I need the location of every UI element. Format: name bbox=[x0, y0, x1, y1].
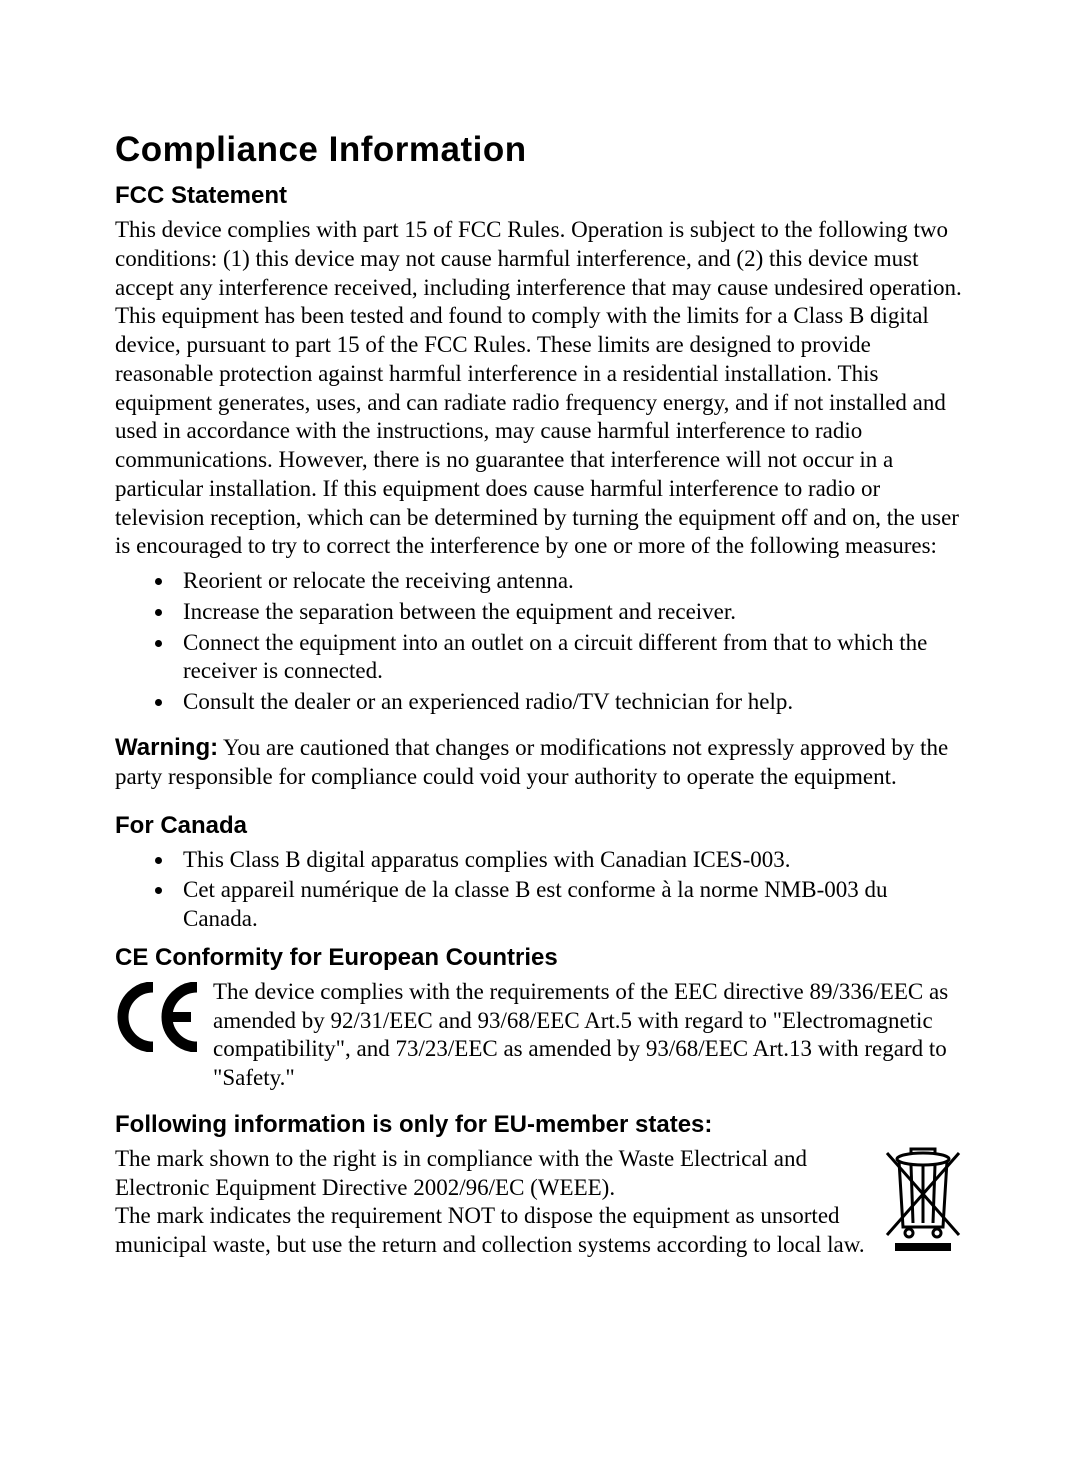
warning-label: Warning: bbox=[115, 734, 218, 761]
list-item: Cet appareil numérique de la classe B es… bbox=[175, 876, 965, 934]
weee-bin-icon bbox=[881, 1147, 965, 1262]
canada-bullets: This Class B digital apparatus complies … bbox=[115, 846, 965, 934]
list-item: Increase the separation between the equi… bbox=[175, 598, 965, 627]
warning-paragraph: Warning: You are cautioned that changes … bbox=[115, 733, 965, 792]
eu-heading: Following information is only for EU-mem… bbox=[115, 1111, 965, 1139]
canada-heading: For Canada bbox=[115, 812, 965, 840]
eu-para1: The mark shown to the right is in compli… bbox=[115, 1145, 865, 1203]
ce-text: The device complies with the requirement… bbox=[213, 978, 965, 1093]
page-title: Compliance Information bbox=[115, 130, 965, 170]
ce-mark-icon bbox=[115, 982, 205, 1052]
list-item: This Class B digital apparatus complies … bbox=[175, 846, 965, 875]
list-item: Consult the dealer or an experienced rad… bbox=[175, 688, 965, 717]
eu-block: The mark shown to the right is in compli… bbox=[115, 1145, 965, 1262]
list-item: Connect the equipment into an outlet on … bbox=[175, 629, 965, 687]
eu-para2: The mark indicates the requirement NOT t… bbox=[115, 1202, 865, 1260]
ce-heading: CE Conformity for European Countries bbox=[115, 944, 965, 972]
document-page: Compliance Information FCC Statement Thi… bbox=[0, 0, 1080, 1469]
warning-text: You are cautioned that changes or modifi… bbox=[115, 735, 948, 789]
ce-block: The device complies with the requirement… bbox=[115, 978, 965, 1093]
list-item: Reorient or relocate the receiving anten… bbox=[175, 567, 965, 596]
fcc-paragraph: This device complies with part 15 of FCC… bbox=[115, 216, 965, 561]
fcc-bullets: Reorient or relocate the receiving anten… bbox=[115, 567, 965, 717]
fcc-heading: FCC Statement bbox=[115, 182, 965, 210]
